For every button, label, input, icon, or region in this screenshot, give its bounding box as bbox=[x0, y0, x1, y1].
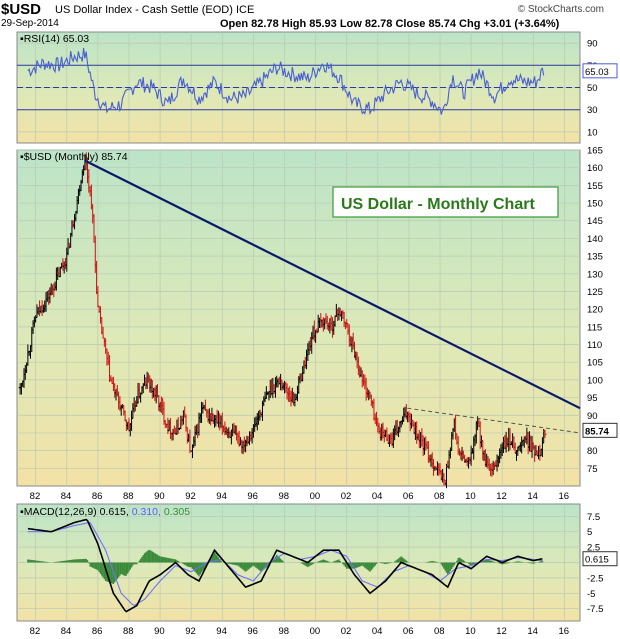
stockcharts-credit: © StockCharts.com bbox=[517, 4, 604, 15]
rsi-ytick-label: 50 bbox=[587, 83, 598, 94]
macd-xtick-label: 16 bbox=[558, 626, 569, 637]
price-ytick-label: 120 bbox=[587, 305, 603, 316]
price-xtick-label: 08 bbox=[434, 491, 445, 502]
price-ytick-label: 110 bbox=[587, 340, 602, 351]
rsi-ytick-label: 90 bbox=[587, 39, 598, 50]
macd-xtick-label: 04 bbox=[372, 626, 383, 637]
dashed-trendline bbox=[407, 407, 581, 434]
price-xtick-label: 02 bbox=[341, 491, 352, 502]
macd-xtick-label: 82 bbox=[30, 626, 41, 637]
price-xtick-label: 82 bbox=[30, 491, 41, 502]
price-ytick-label: 80 bbox=[587, 446, 598, 457]
macd-xtick-label: 94 bbox=[216, 626, 227, 637]
macd-xtick-label: 12 bbox=[496, 626, 507, 637]
price-ytick-label: 105 bbox=[587, 358, 603, 369]
price-value-label: 85.74 bbox=[585, 426, 609, 437]
price-xtick-label: 12 bbox=[496, 491, 507, 502]
chart-date: 29-Sep-2014 bbox=[1, 18, 59, 29]
macd-xtick-label: 88 bbox=[123, 626, 134, 637]
macd-xtick-label: 90 bbox=[154, 626, 165, 637]
macd-xtick-label: 98 bbox=[279, 626, 290, 637]
price-xtick-label: 06 bbox=[403, 491, 414, 502]
price-xtick-label: 86 bbox=[92, 491, 103, 502]
price-xtick-label: 90 bbox=[154, 491, 165, 502]
price-ytick-label: 135 bbox=[587, 252, 603, 263]
resistance-trendline bbox=[84, 159, 581, 410]
macd-histogram bbox=[27, 549, 544, 585]
price-ytick-label: 165 bbox=[587, 146, 603, 157]
price-ytick-label: 145 bbox=[587, 216, 603, 227]
price-value-box bbox=[582, 422, 618, 438]
rsi-ytick-label: 30 bbox=[587, 105, 598, 116]
rsi-title: ▪RSI(14) 65.03 bbox=[20, 33, 89, 45]
macd-ytick-label: 2.5 bbox=[587, 543, 600, 554]
price-ytick-label: 125 bbox=[587, 287, 603, 298]
price-ytick-label: 100 bbox=[587, 375, 603, 386]
macd-value-label: 0.615 bbox=[585, 555, 609, 566]
macd-ytick-label: 5 bbox=[587, 527, 592, 538]
rsi-ytick-label: 10 bbox=[587, 127, 598, 138]
price-xtick-label: 10 bbox=[465, 491, 476, 502]
price-ytick-label: 155 bbox=[587, 181, 603, 192]
price-ytick-label: 75 bbox=[587, 464, 598, 475]
rsi-value-box bbox=[582, 63, 618, 79]
price-xtick-label: 04 bbox=[372, 491, 383, 502]
macd-xtick-label: 92 bbox=[185, 626, 196, 637]
macd-value-box bbox=[582, 551, 618, 567]
macd-xtick-label: 06 bbox=[403, 626, 414, 637]
rsi-value-label: 65.03 bbox=[585, 67, 609, 78]
macd-ytick-label: 7.5 bbox=[587, 512, 600, 523]
price-ytick-label: 130 bbox=[587, 269, 603, 280]
price-xtick-label: 94 bbox=[216, 491, 227, 502]
annotation-text: US Dollar - Monthly Chart bbox=[341, 196, 535, 213]
macd-xtick-label: 86 bbox=[92, 626, 103, 637]
price-ytick-label: 95 bbox=[587, 393, 598, 404]
price-xtick-label: 98 bbox=[279, 491, 290, 502]
price-ytick-label: 160 bbox=[587, 163, 603, 174]
macd-title: ▪MACD(12,26,9) 0.615, 0.310, 0.305 bbox=[20, 506, 190, 518]
macd-xtick-label: 14 bbox=[527, 626, 538, 637]
macd-xtick-label: 02 bbox=[341, 626, 352, 637]
macd-ytick-label: -7.5 bbox=[587, 604, 603, 615]
macd-xtick-label: 96 bbox=[247, 626, 258, 637]
rsi-line bbox=[27, 47, 545, 116]
price-xtick-label: 84 bbox=[61, 491, 72, 502]
macd-xtick-label: 00 bbox=[310, 626, 321, 637]
macd-ytick-label: -2.5 bbox=[587, 573, 603, 584]
macd-ytick-label: -5 bbox=[587, 589, 595, 600]
price-xtick-label: 14 bbox=[527, 491, 538, 502]
ticker-symbol: $USD bbox=[1, 1, 42, 18]
annotation-box bbox=[332, 186, 559, 218]
ohlc-summary: Open 82.78 High 85.93 Low 82.78 Close 85… bbox=[220, 18, 560, 30]
price-xtick-label: 88 bbox=[123, 491, 134, 502]
price-ytick-label: 115 bbox=[587, 322, 602, 333]
price-xtick-label: 16 bbox=[558, 491, 569, 502]
macd-xtick-label: 10 bbox=[465, 626, 476, 637]
price-ytick-label: 140 bbox=[587, 234, 603, 245]
price-bars bbox=[18, 152, 547, 489]
price-ytick-label: 150 bbox=[587, 199, 603, 210]
macd-xtick-label: 84 bbox=[61, 626, 72, 637]
macd-xtick-label: 08 bbox=[434, 626, 445, 637]
price-ytick-label: 90 bbox=[587, 411, 598, 422]
price-xtick-label: 92 bbox=[185, 491, 196, 502]
price-title: ▪$USD (Monthly) 85.74 bbox=[20, 151, 128, 163]
index-description: US Dollar Index - Cash Settle (EOD) ICE bbox=[55, 4, 255, 16]
price-xtick-label: 96 bbox=[247, 491, 258, 502]
price-xtick-label: 00 bbox=[310, 491, 321, 502]
macd-line bbox=[27, 518, 543, 613]
